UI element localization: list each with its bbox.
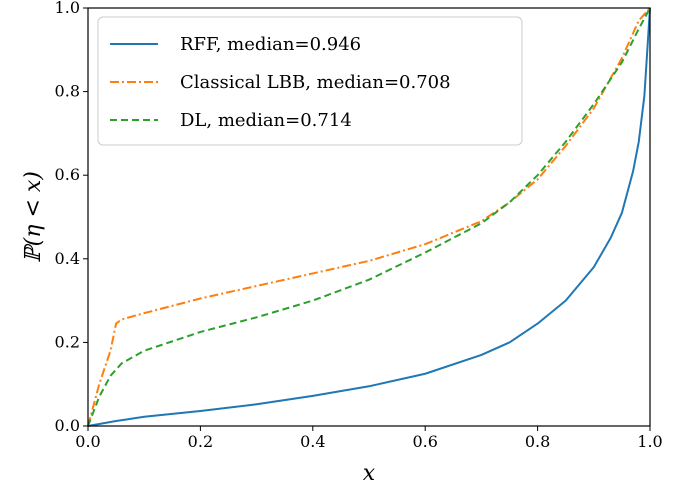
y-tick-label: 0.6: [55, 165, 80, 184]
x-axis: 0.0 0.2 0.4 0.6 0.8 1.0: [75, 426, 663, 451]
y-axis-label: ℙ(η < x): [21, 171, 46, 263]
y-tick-label: 0.0: [55, 416, 80, 435]
series-line-1: [87, 7, 651, 427]
legend-box: [97, 16, 523, 146]
x-axis-label: x: [363, 461, 376, 486]
legend-label-1: Classical LBB, median=0.708: [180, 72, 451, 93]
legend-label-2: DL, median=0.714: [180, 110, 352, 131]
y-tick-label: 0.8: [55, 82, 80, 101]
y-tick-label: 0.4: [55, 249, 80, 268]
legend: RFF, median=0.946 Classical LBB, median=0…: [97, 16, 523, 146]
plot-frame: [87, 7, 651, 427]
y-axis: 0.0 0.2 0.4 0.6 0.8 1.0: [55, 0, 88, 435]
x-tick-label: 0.0: [75, 432, 100, 451]
series-line-0: [87, 7, 651, 427]
legend-label-0: RFF, median=0.946: [180, 34, 361, 55]
x-tick-label: 0.8: [525, 432, 550, 451]
x-tick-label: 0.6: [412, 432, 437, 451]
plot-lines: [87, 7, 651, 427]
y-tick-label: 0.2: [55, 332, 80, 351]
y-tick-label: 1.0: [55, 0, 80, 17]
x-tick-label: 1.0: [637, 432, 662, 451]
series-line-2: [87, 7, 651, 427]
x-tick-label: 0.4: [300, 432, 325, 451]
x-tick-label: 0.2: [188, 432, 213, 451]
